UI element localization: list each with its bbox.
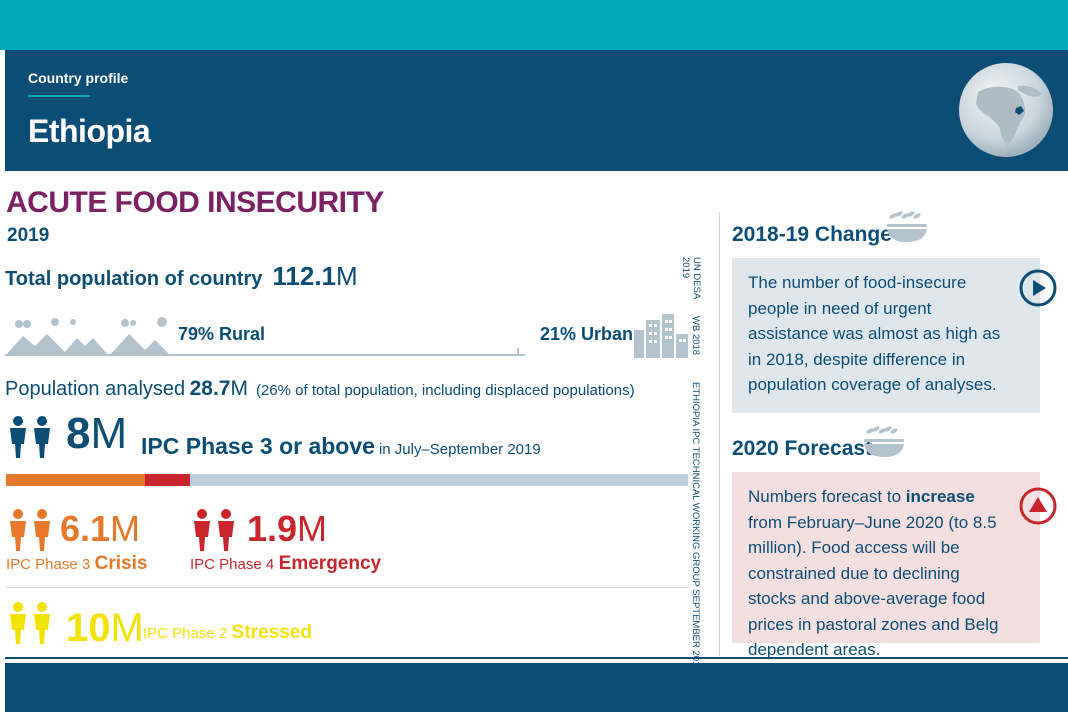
phase3-plus-period: in July–September 2019 [378, 441, 541, 458]
emergency-total: 1.9M [247, 508, 327, 550]
stressed-unit: M [110, 606, 144, 650]
urban-label: Urban [581, 324, 634, 344]
stressed-phase: IPC Phase 2 [143, 625, 228, 642]
change-title: 2018-19 Change [732, 223, 892, 246]
phase3-plus-caption: IPC Phase 3 or above in July–September 20… [141, 433, 541, 460]
urban-share: 21% Urban [540, 324, 633, 345]
stressed-caption: IPC Phase 2 Stressed [143, 622, 312, 644]
report-year: 2019 [7, 225, 50, 246]
phase3-plus-total: 8M [66, 409, 127, 459]
total-population-value: 112.1 [272, 261, 337, 291]
crisis-phase: IPC Phase 3 [6, 556, 91, 573]
crisis-name: Crisis [94, 553, 148, 574]
emergency-unit: M [297, 508, 328, 549]
phase-proportion-bar [6, 474, 688, 486]
city-buildings-icon [634, 314, 688, 358]
population-analysed-note: (26% of total population, including disp… [255, 382, 635, 399]
source-un-desa: UN DESA 2019 [680, 257, 702, 299]
population-analysed: Population analysed 28.7M (26% of total p… [5, 377, 635, 401]
change-text: The number of food-insecure people in ne… [748, 273, 1001, 394]
crisis-total: 6.1M [60, 508, 140, 550]
rural-share: 79% Rural [178, 324, 265, 345]
source-ipc-twg: ETHIOPIA IPC TECHNICAL WORKING GROUP SEP… [690, 382, 701, 672]
play-circle-icon[interactable] [1018, 268, 1058, 308]
divider [6, 587, 688, 588]
crisis-caption: IPC Phase 3 Crisis [6, 553, 147, 575]
urban-pct: 21% [540, 324, 577, 344]
people-icon [10, 509, 50, 551]
total-population: Total population of country 112.1M [5, 261, 358, 292]
forecast-text: Numbers forecast to increase from Februa… [748, 484, 1006, 663]
rural-pct: 79% [178, 324, 215, 344]
stressed-value: 10 [66, 606, 111, 650]
population-analysed-value: 28.7 [189, 377, 231, 400]
emergency-name: Emergency [278, 553, 382, 574]
globe-map-icon [959, 63, 1053, 157]
people-icon [10, 602, 50, 644]
emergency-phase: IPC Phase 4 [190, 556, 275, 573]
up-triangle-icon[interactable] [1018, 486, 1058, 526]
emergency-value: 1.9 [247, 508, 298, 549]
crisis-unit: M [110, 508, 141, 549]
total-population-label: Total population of country [5, 268, 263, 290]
forecast-box: Numbers forecast to increase from Februa… [732, 472, 1057, 659]
population-analysed-label: Population analysed [5, 378, 186, 400]
forecast-text-after: from February–June 2020 (to 8.5 million)… [748, 512, 999, 660]
people-icon [10, 416, 50, 458]
crisis-value: 6.1 [60, 508, 111, 549]
top-accent-bar [0, 0, 1068, 50]
rural-landscape-icon [5, 317, 525, 356]
bar-segment-crisis [6, 474, 145, 486]
country-title: Ethiopia [28, 113, 151, 149]
grain-bowl-icon [887, 211, 927, 242]
stressed-total: 10M [66, 606, 144, 651]
change-box: The number of food-insecure people in ne… [732, 258, 1057, 413]
bar-segment-emergency [145, 474, 190, 486]
rural-label: Rural [219, 324, 266, 344]
population-analysed-unit: M [230, 377, 248, 400]
forecast-text-before: Numbers forecast to [748, 487, 906, 506]
people-icon [194, 509, 234, 551]
phase3-plus-label: IPC Phase 3 or above [141, 433, 375, 459]
forecast-title: 2020 Forecast [732, 437, 873, 460]
stressed-name: Stressed [231, 622, 312, 643]
emergency-caption: IPC Phase 4 Emergency [190, 553, 381, 575]
phase3-plus-unit: M [90, 409, 128, 458]
phase3-plus-value: 8 [66, 409, 91, 458]
header-underline [28, 95, 90, 97]
country-header [5, 50, 1068, 171]
total-population-unit: M [336, 261, 358, 291]
column-divider [719, 212, 720, 656]
footer-band [5, 663, 1068, 712]
source-wb: WB 2018 [690, 316, 701, 356]
footer-rule [5, 657, 1068, 659]
grain-bowl-icon [864, 426, 904, 457]
forecast-text-bold: increase [905, 487, 975, 506]
section-title: ACUTE FOOD INSECURITY [6, 186, 384, 219]
header-label: Country profile [28, 70, 129, 86]
